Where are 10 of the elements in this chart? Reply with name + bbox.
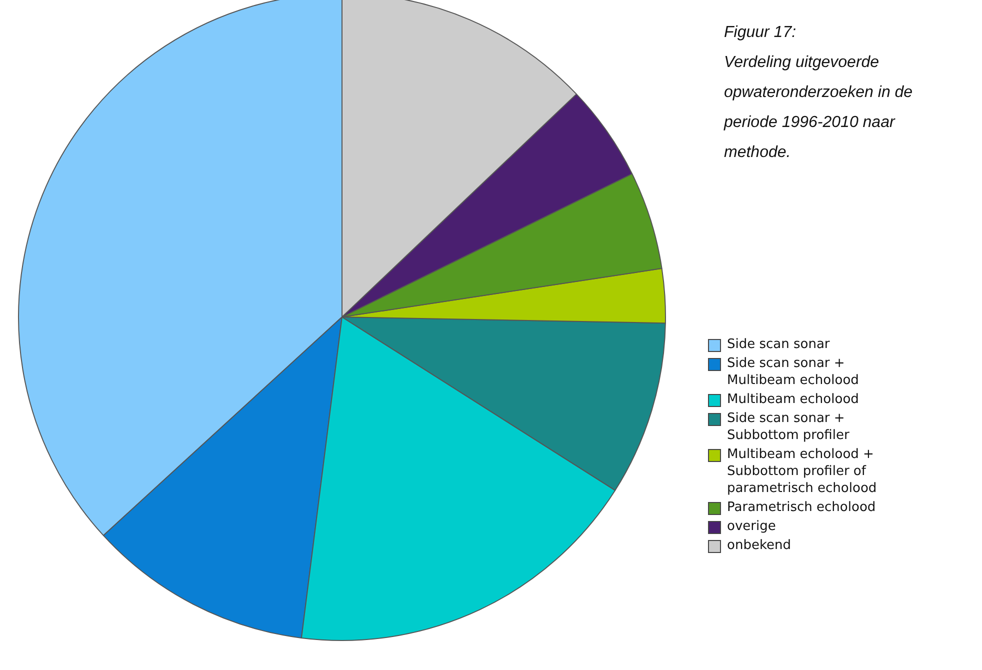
legend-label: Side scan sonar [727, 336, 830, 353]
legend-label: overige [727, 518, 776, 535]
text: Figuur 17: [724, 23, 798, 43]
legend-label: Side scan sonar + Subbottom profiler [727, 410, 850, 444]
legend-label: Multibeam echolood + Subbottom profiler of parametrisch echolood [727, 446, 878, 497]
legend-label: Multibeam echolood [727, 391, 859, 408]
legend-label: Side scan sonar + Multibeam echolood [727, 355, 860, 389]
text: Verdeling uitgevoerde opwateronderzoeken in de periode 1996-2010 naar methode. [724, 53, 914, 163]
legend-label: onbekend [727, 537, 791, 554]
legend-label: Parametrisch echolood [727, 499, 876, 516]
